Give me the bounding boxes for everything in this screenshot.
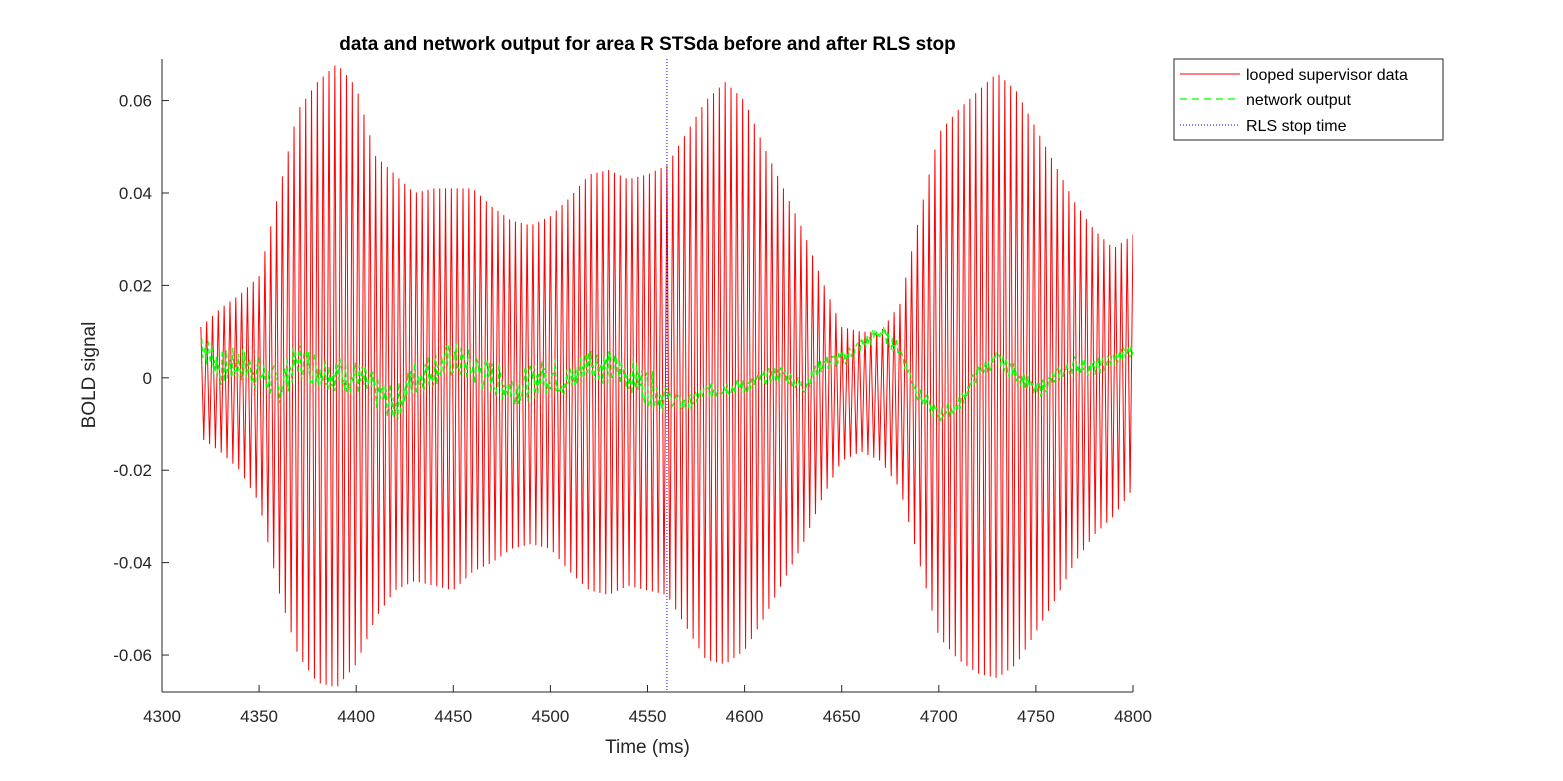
x-tick-label: 4500 (531, 707, 569, 726)
legend-label-network: network output (1246, 92, 1352, 109)
plot-area (200, 59, 1133, 692)
x-tick-label: 4350 (240, 707, 278, 726)
x-tick-label: 4750 (1017, 707, 1055, 726)
x-tick-label: 4400 (337, 707, 375, 726)
y-tick-label: 0.02 (119, 276, 152, 295)
y-tick-label: -0.04 (113, 554, 152, 573)
y-tick-label: -0.02 (113, 461, 152, 480)
legend: looped supervisor data network output RL… (1173, 58, 1444, 141)
x-tick-label: 4450 (434, 707, 472, 726)
x-tick-label: 4700 (920, 707, 958, 726)
x-tick-label: 4550 (629, 707, 667, 726)
axes: 4300 4350 4400 4450 4500 4550 4600 4650 4700 4750… (113, 59, 1152, 726)
legend-label-supervisor: looped supervisor data (1246, 67, 1408, 84)
legend-label-rls-stop: RLS stop time (1246, 118, 1347, 135)
x-tick-label: 4600 (726, 707, 764, 726)
chart-title: data and network output for area R STSda… (339, 34, 956, 55)
y-tick-label: 0.04 (119, 184, 152, 203)
y-axis-label: BOLD signal (79, 322, 100, 429)
y-tick-label: 0.06 (119, 92, 152, 111)
series-line-network (200, 326, 1133, 423)
x-tick-label: 4800 (1114, 707, 1152, 726)
x-axis-label: Time (ms) (605, 737, 690, 758)
x-tick-label: 4300 (143, 707, 181, 726)
y-tick-label: 0 (143, 369, 152, 388)
series-line-supervisor (200, 65, 1133, 687)
x-tick-label: 4650 (823, 707, 861, 726)
y-tick-label: -0.06 (113, 646, 152, 665)
